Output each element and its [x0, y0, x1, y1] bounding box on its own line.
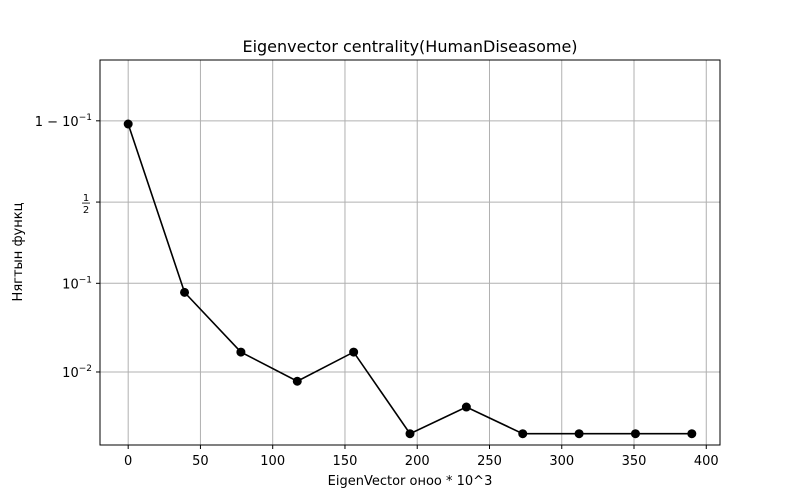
x-tick-label: 100: [260, 454, 285, 469]
y-tick-label-denominator: 2: [83, 205, 89, 216]
data-point: [123, 119, 133, 129]
x-axis-label: EigenVector оноо * 10^3: [328, 474, 493, 489]
series-line: [127, 123, 692, 435]
y-tick-label-exponent: −1: [79, 113, 92, 123]
y-tick-label: 1 − 10−1: [35, 113, 92, 130]
x-tick-label: 300: [549, 454, 574, 469]
svg-text:1 − 10−1: 1 − 10−1: [35, 113, 92, 130]
data-point: [292, 376, 302, 386]
plot-frame: [99, 59, 721, 446]
data-point: [630, 429, 640, 439]
data-point: [405, 429, 415, 439]
y-tick-label: 10−2: [62, 364, 92, 381]
grid-lines: [100, 60, 720, 445]
y-tick-label: 10−1: [62, 275, 92, 292]
y-tick-label-numerator: 1: [83, 193, 89, 204]
svg-text:10−1: 10−1: [62, 275, 92, 292]
y-tick-label-base: 1 − 10: [35, 115, 79, 130]
data-point: [687, 429, 697, 439]
series-layer: [123, 119, 697, 439]
data-point: [236, 347, 246, 357]
x-tick-label: 400: [694, 454, 719, 469]
svg-text:10−2: 10−2: [62, 364, 92, 381]
y-tick-label-base: 10: [62, 277, 79, 292]
x-tick-label: 200: [405, 454, 430, 469]
y-tick-label-exponent: −2: [79, 364, 92, 374]
x-tick-label: 250: [477, 454, 502, 469]
chart-title: Eigenvector centrality(HumanDiseasome): [242, 37, 577, 56]
data-point: [518, 429, 528, 439]
data-point: [461, 402, 471, 412]
y-tick-label-base: 10: [62, 366, 79, 381]
y-axis-label: Нягтын функц: [11, 202, 26, 301]
data-point: [574, 429, 584, 439]
x-tick-label: 50: [192, 454, 209, 469]
y-tick-label-exponent: −1: [79, 275, 92, 285]
x-tick-label: 350: [622, 454, 647, 469]
y-tick-label: 12: [82, 193, 90, 216]
data-point: [180, 287, 190, 297]
x-tick-label: 150: [333, 454, 358, 469]
data-point: [349, 347, 359, 357]
x-tick-label: 0: [124, 454, 132, 469]
